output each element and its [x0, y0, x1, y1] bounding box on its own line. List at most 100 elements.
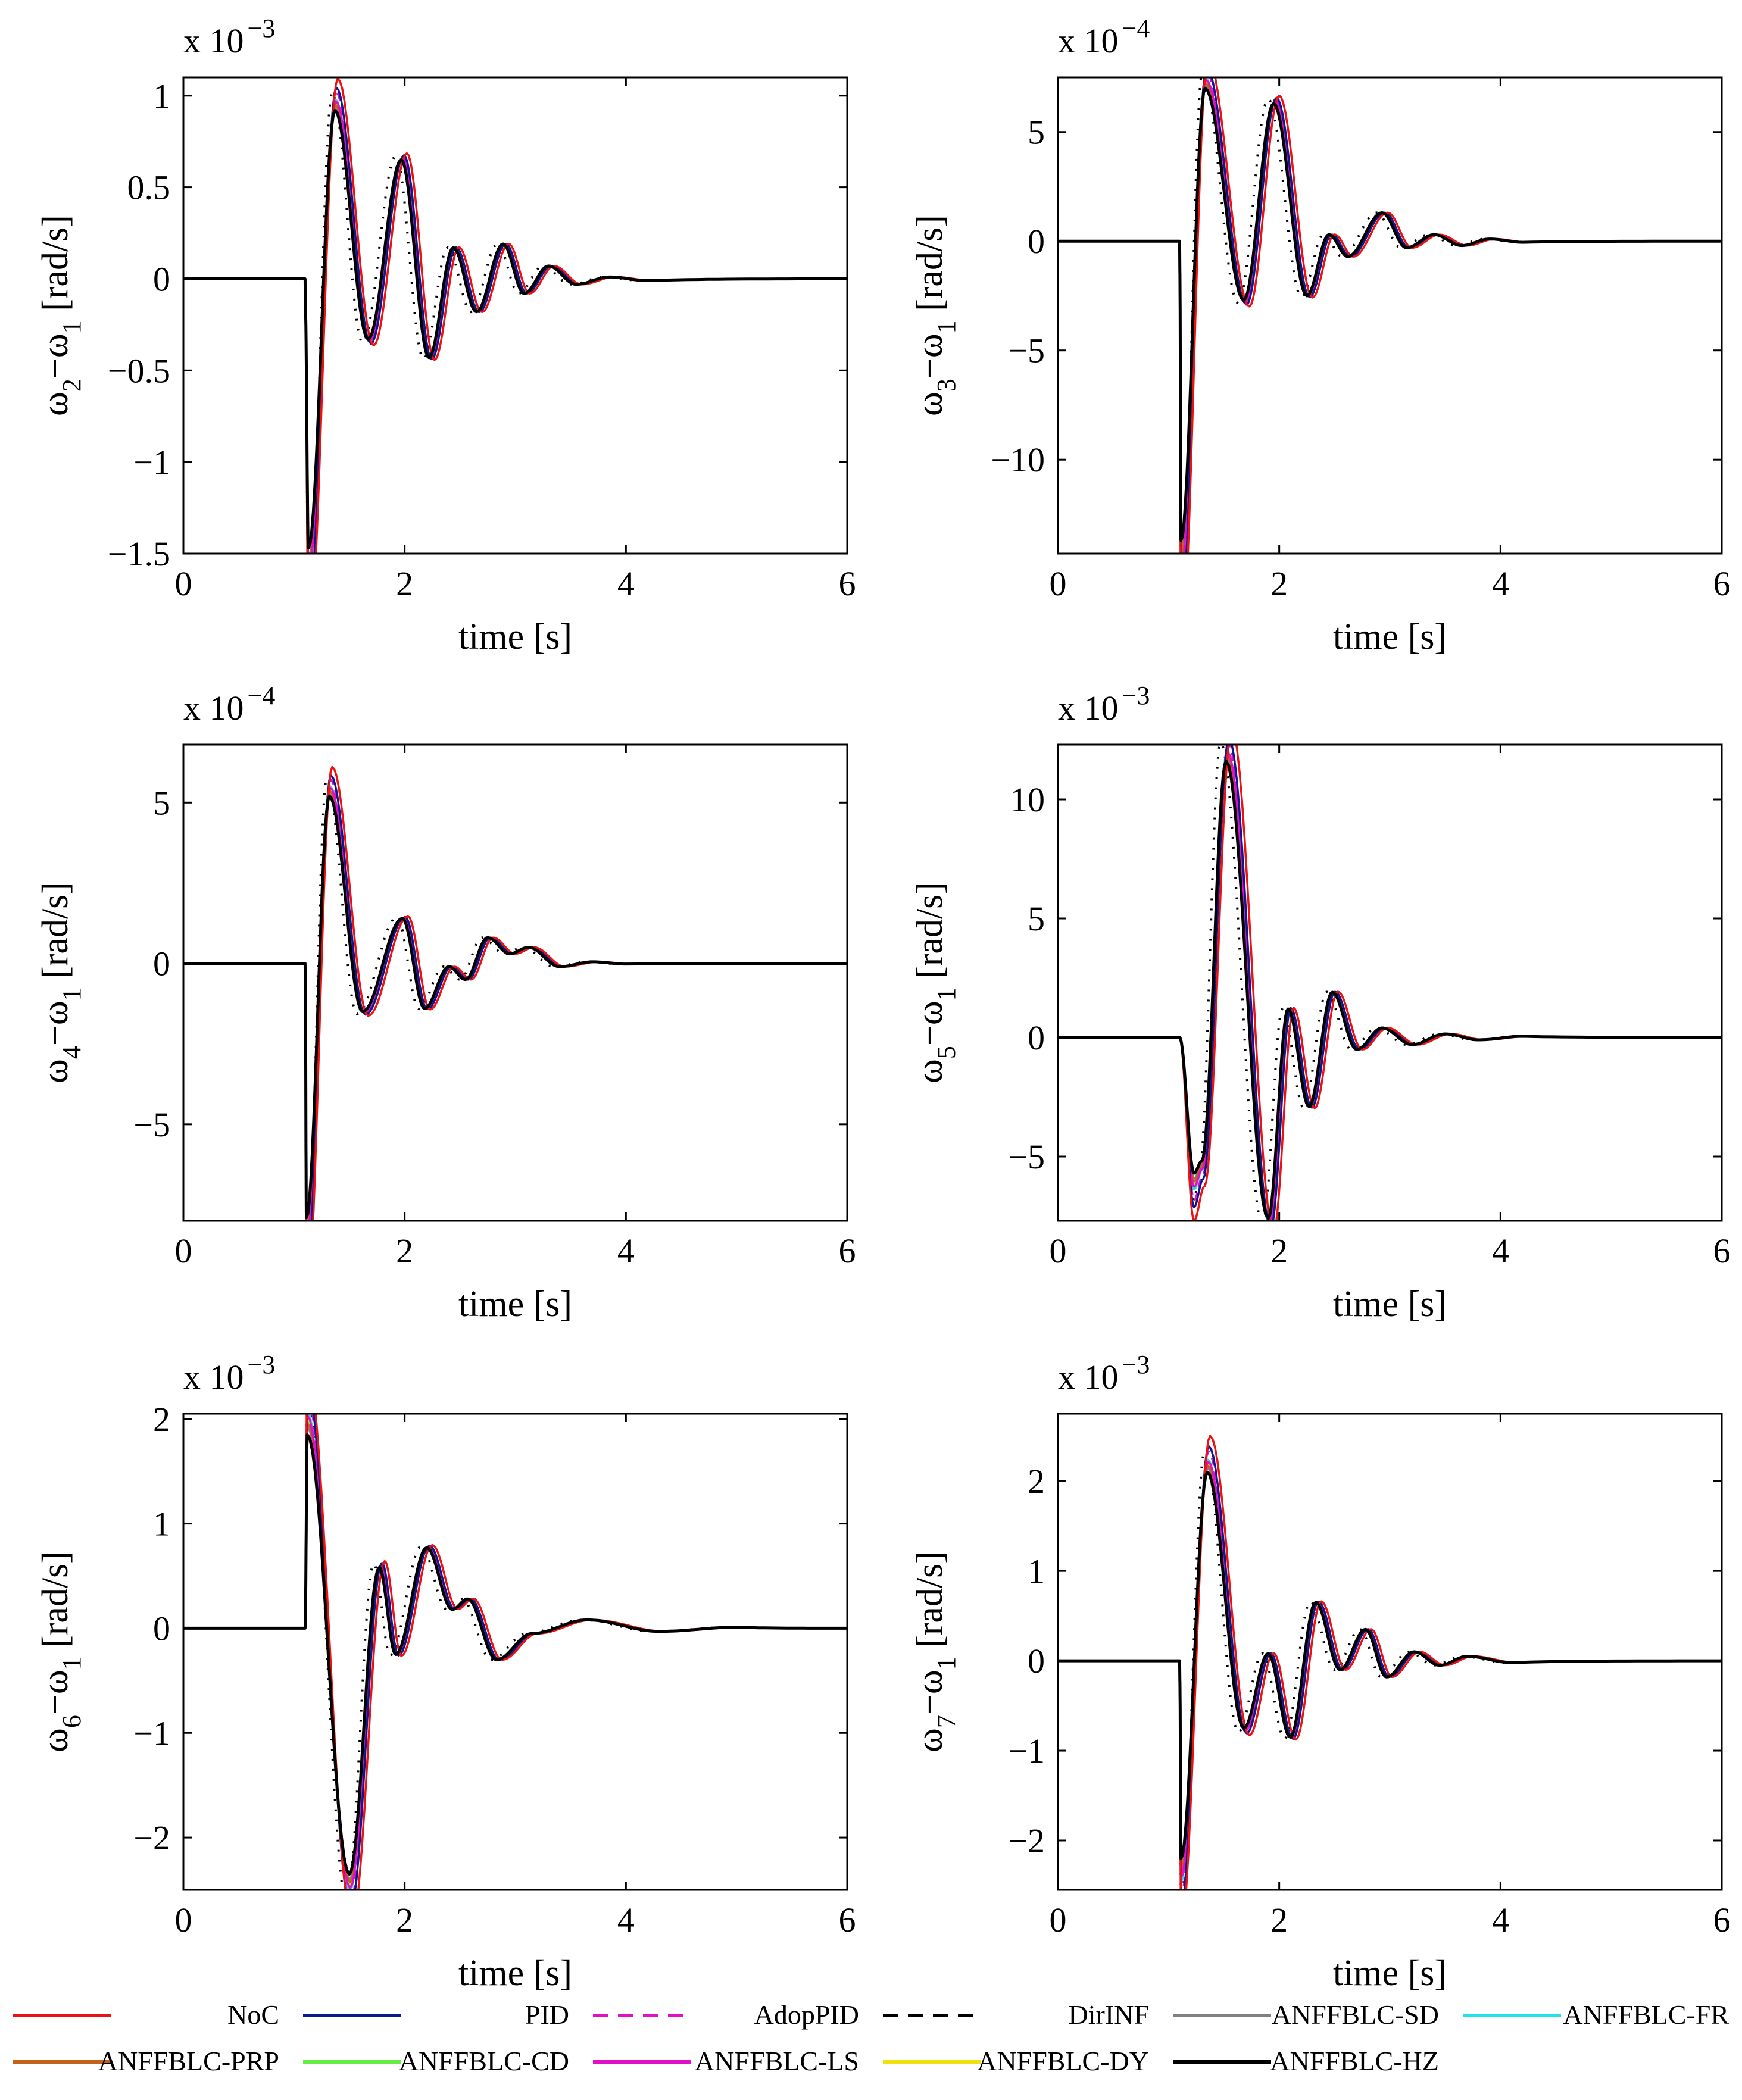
y-tick-label: −5 [1008, 1138, 1045, 1176]
y-tick-label: −1.5 [108, 535, 170, 573]
y-tick-label: −2 [1008, 1821, 1045, 1860]
x-tick-label: 0 [1050, 564, 1067, 603]
axis-exponent-power: −3 [248, 14, 276, 43]
y-label-unit: [rad/s] [35, 882, 76, 988]
y-label-omega: ω [35, 392, 76, 416]
y-tick-label: 0 [153, 260, 170, 298]
y-tick-label: 1 [1028, 1552, 1045, 1590]
y-label-sub-b: 1 [932, 320, 961, 333]
axis-exponent: x 10 −4 [183, 681, 275, 727]
axis-exponent-base: x 10 [1058, 689, 1119, 727]
y-tick-label: −5 [133, 1105, 170, 1144]
axes-box [1057, 1412, 1723, 1891]
y-label-minus-omega: −ω [35, 1670, 76, 1715]
x-tick-label: 6 [1713, 1232, 1731, 1270]
x-tick-label: 2 [396, 1232, 413, 1270]
x-tick-label: 6 [1713, 564, 1731, 603]
y-label-unit: [rad/s] [35, 1551, 76, 1657]
y-label-omega: ω [35, 1059, 76, 1083]
axis-exponent: x 10 −4 [1058, 14, 1150, 60]
axes-box [182, 1412, 848, 1891]
y-label-minus-omega: −ω [910, 1001, 950, 1046]
legend-label: ANFFBLC-DY [977, 2046, 1149, 2076]
y-tick-label: −2 [133, 1818, 170, 1857]
x-axis-label: time [s] [1333, 617, 1447, 657]
legend-label: ANFFBLC-PRP [98, 2046, 279, 2076]
y-tick-label: 0 [1028, 1018, 1045, 1057]
y-label-sub-b: 1 [932, 988, 961, 1001]
series-line-anffblc-hz [1058, 1470, 1722, 1860]
x-tick-label: 0 [1050, 1901, 1067, 1939]
y-label-unit: [rad/s] [910, 882, 950, 988]
x-tick-label: 6 [839, 1901, 856, 1939]
series-group [1058, 745, 1722, 1221]
y-label-sub-a: 4 [57, 1046, 86, 1059]
legend-label: DirINF [1069, 1999, 1149, 2030]
axis-exponent: x 10 −3 [1058, 1350, 1150, 1396]
x-tick-label: 2 [1270, 1232, 1288, 1270]
y-label-sub-b: 1 [57, 1657, 86, 1670]
axis-exponent-base: x 10 [1058, 1358, 1119, 1396]
y-tick-label: 5 [1028, 113, 1045, 152]
y-label-sub-a: 6 [57, 1715, 86, 1728]
panel-w3: 0 2 4 6 −10 −5 0 5 time [s] x 10 −4 ω3−ω1 [rad/s] [910, 14, 1731, 657]
y-label-omega: ω [910, 1728, 950, 1752]
legend-item-anffblc-fr: ANFFBLC-FR [1463, 1999, 1729, 2030]
legend-item-dirinf: DirINF [883, 1999, 1149, 2030]
y-axis-label: ω4−ω1 [rad/s] [35, 882, 86, 1083]
x-tick-label: 4 [1492, 564, 1509, 603]
axis-exponent: x 10 −3 [183, 14, 275, 60]
x-tick-label: 6 [839, 1232, 856, 1270]
legend-label: ANFFBLC-HZ [1270, 2046, 1439, 2076]
legend-item-anffblc-cd: ANFFBLC-CD [303, 2046, 569, 2076]
y-label-sub-a: 7 [932, 1715, 961, 1728]
series-group [183, 1414, 847, 1890]
y-tick-label: 1 [153, 77, 170, 115]
y-tick-label: −1 [133, 1714, 170, 1752]
legend-label: ANFFBLC-SD [1272, 1999, 1439, 2030]
x-tick-label: 2 [1270, 564, 1288, 603]
y-tick-label: 0 [153, 1609, 170, 1648]
x-tick-label: 0 [175, 564, 192, 603]
x-axis-label: time [s] [1333, 1284, 1447, 1324]
y-label-omega: ω [910, 392, 950, 416]
legend-item-noc: NoC [13, 1999, 279, 2030]
axis-exponent-power: −4 [1122, 14, 1150, 43]
legend-item-pid: PID [303, 1999, 569, 2030]
x-tick-label: 4 [617, 1901, 635, 1939]
axes-box [1057, 76, 1723, 555]
y-tick-label: 10 [1010, 780, 1045, 819]
y-tick-label: −10 [991, 440, 1045, 479]
x-tick-label: 2 [1270, 1901, 1288, 1939]
x-tick-label: 0 [1050, 1232, 1067, 1270]
legend-item-adoppid: AdopPID [593, 1999, 859, 2030]
y-label-sub-a: 2 [57, 379, 86, 392]
legend-label: ANFFBLC-FR [1563, 1999, 1729, 2030]
series-group [183, 765, 847, 1221]
x-axis-label: time [s] [1333, 1953, 1447, 1993]
legend-item-anffblc-dy: ANFFBLC-DY [883, 2046, 1149, 2076]
legend-label: ANFFBLC-LS [695, 2046, 859, 2076]
axis-exponent: x 10 −3 [1058, 681, 1150, 727]
y-label-sub-a: 3 [932, 379, 961, 392]
axes-box [182, 76, 848, 555]
y-tick-label: −0.5 [108, 351, 170, 390]
y-tick-label: 0 [1028, 1642, 1045, 1680]
x-tick-label: 4 [1492, 1901, 1509, 1939]
y-tick-label: 1 [153, 1505, 170, 1543]
y-axis-label: ω7−ω1 [rad/s] [910, 1551, 961, 1752]
axis-exponent-power: −3 [1122, 1350, 1150, 1379]
x-axis-label: time [s] [458, 1953, 572, 1993]
series-line-anffblc-hz [1058, 86, 1722, 542]
y-label-minus-omega: −ω [35, 1001, 76, 1046]
y-label-unit: [rad/s] [910, 215, 950, 320]
y-tick-label: −5 [1008, 332, 1045, 370]
x-tick-label: 6 [839, 564, 856, 603]
x-tick-label: 0 [175, 1901, 192, 1939]
x-tick-label: 0 [175, 1232, 192, 1270]
y-axis-label: ω5−ω1 [rad/s] [910, 882, 961, 1083]
